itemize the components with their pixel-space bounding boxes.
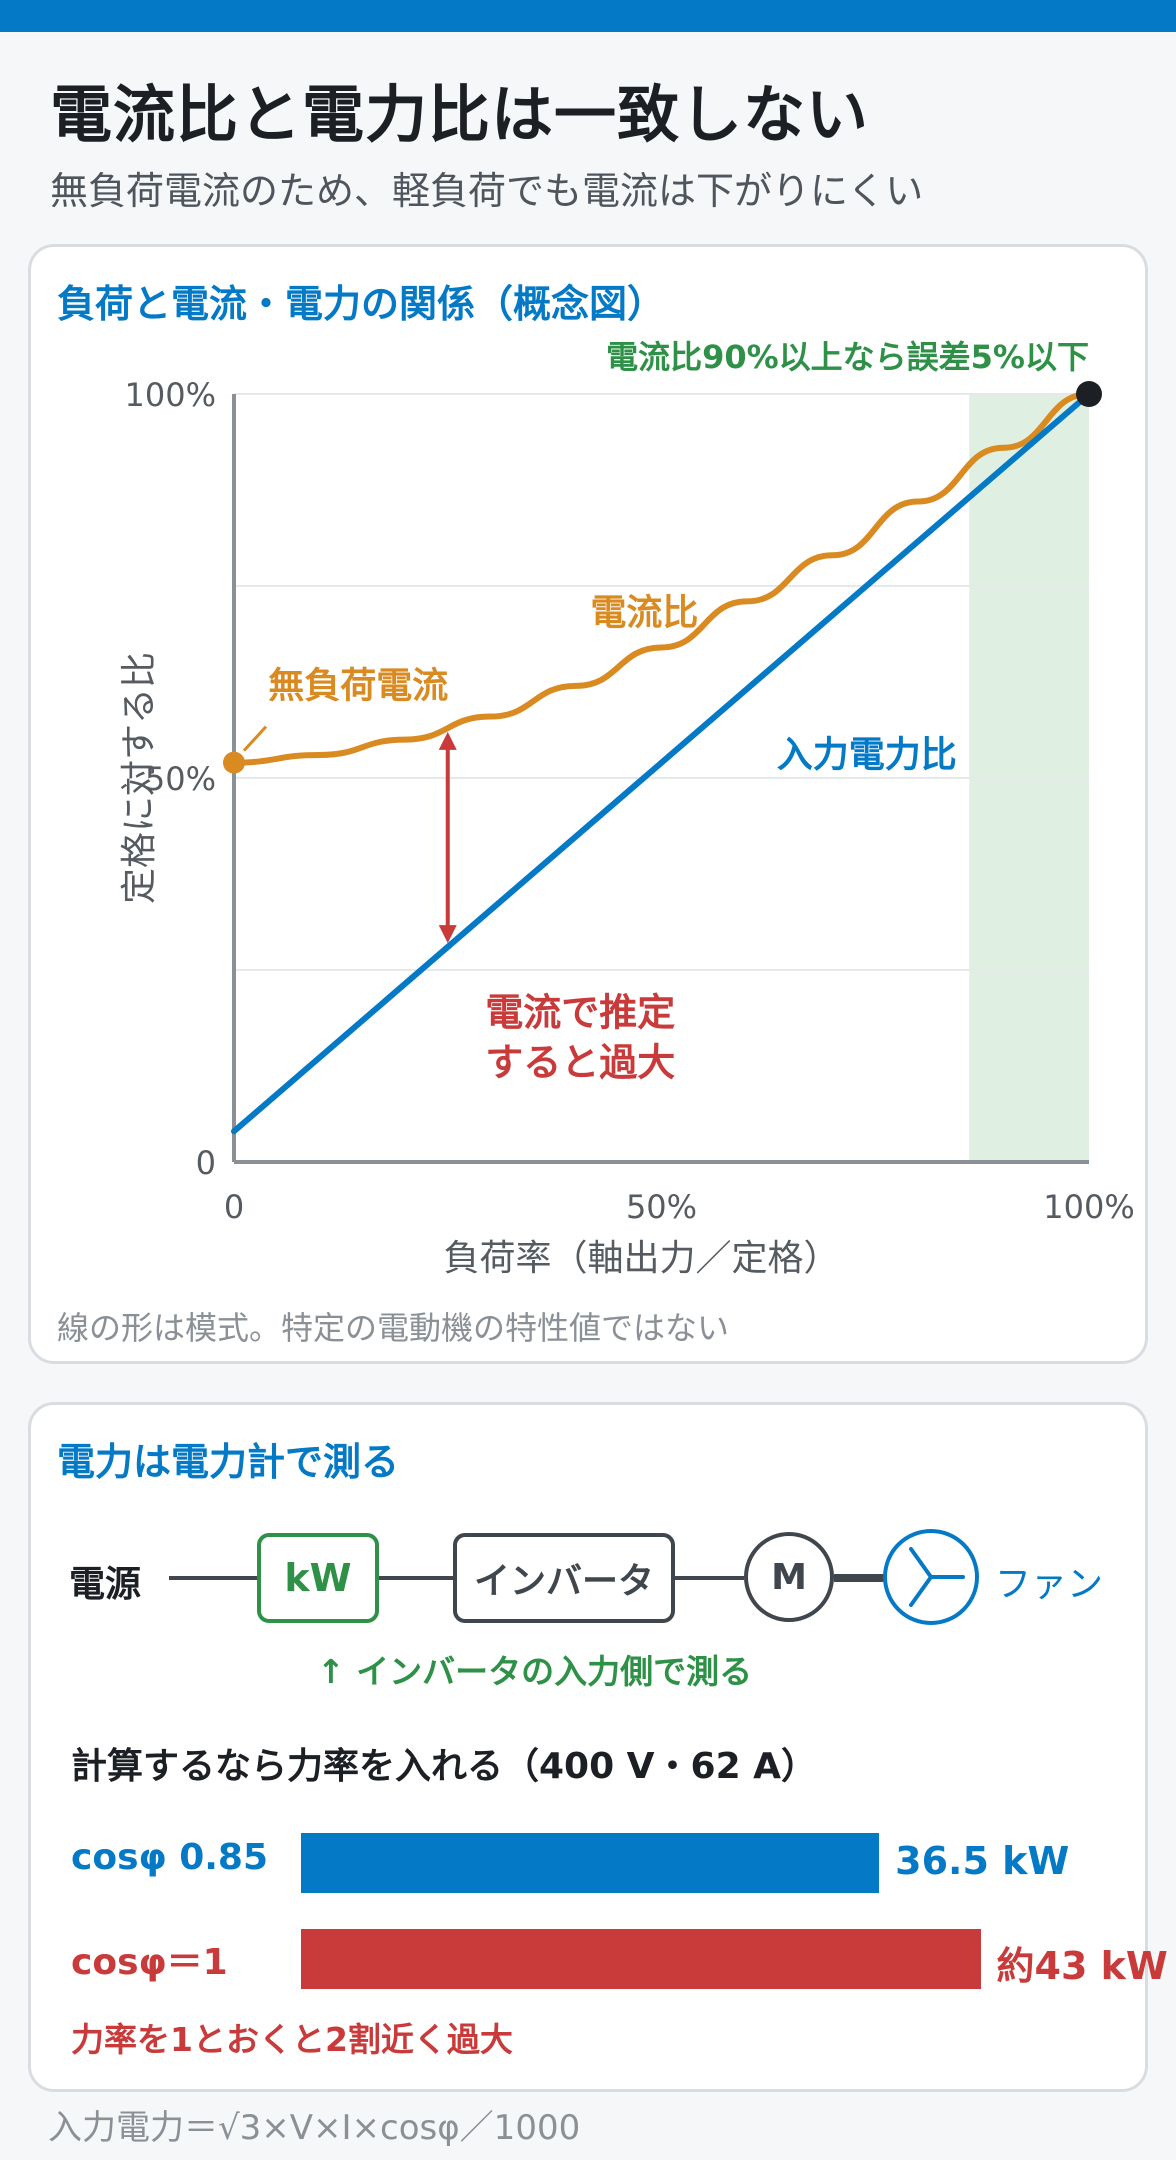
x-tick-label: 100% [1043, 1188, 1134, 1226]
no-load-current-marker [223, 751, 245, 774]
bar-value-pf1: 約43 kW [996, 1944, 1168, 1988]
power-source-label: 電源 [69, 1564, 142, 1605]
power-meter-box: kW [257, 1533, 379, 1623]
wire-source-meter [169, 1576, 257, 1580]
y-axis-label: 定格に対する比 [119, 652, 160, 904]
shaft-motor-fan [834, 1574, 884, 1582]
inverter-box: インバータ [453, 1533, 675, 1623]
motor-circle: M [744, 1532, 834, 1622]
rated-point-marker [1076, 381, 1102, 407]
overestimate-label: 電流で推定 [485, 990, 675, 1034]
bar-label-pf1: cosφ＝1 [71, 1942, 228, 1983]
fan-icon [883, 1529, 979, 1625]
y-tick-label: 50% [145, 760, 216, 798]
calculation-title: 計算するなら力率を入れる（400 V・62 A） [71, 1746, 818, 1787]
no-load-leader-line [242, 725, 268, 752]
bar-label-pf085: cosφ 0.85 [71, 1837, 269, 1878]
series-current-ratio [231, 391, 1092, 766]
no-load-current-label: 無負荷電流 [268, 665, 448, 706]
page-subtitle: 無負荷電流のため、軽負荷でも電流は下がりにくい [50, 169, 924, 213]
x-tick-label: 0 [224, 1188, 244, 1226]
wire-inverter-motor [675, 1576, 744, 1580]
chart-title: 負荷と電流・電力の関係（概念図） [57, 282, 666, 326]
y-tick-label: 100% [125, 376, 216, 414]
overestimate-label: すると過大 [485, 1040, 675, 1084]
series-input-power-ratio [231, 391, 1092, 1135]
series-label-current: 電流比 [590, 592, 698, 633]
x-axis-label: 負荷率（軸出力／定格） [443, 1238, 839, 1279]
load-current-power-chart: 0 50% 100% 0 50% 100% 負荷率（軸出力／定格） 定格に対する比 電流比入力電… [119, 338, 1135, 1279]
wire-meter-inverter [379, 1576, 453, 1580]
y-tick-label: 0 [196, 1144, 216, 1182]
highlight-zone-label: 電流比90%以上なら誤差5%以下 [606, 338, 1089, 376]
chart-note: 線の形は模式。特定の電動機の特性値ではない [57, 1309, 730, 1347]
fan-label: ファン [995, 1564, 1104, 1605]
series-label-power: 入力電力比 [777, 734, 957, 775]
bar-pf085 [301, 1833, 880, 1893]
measurement-title: 電力は電力計で測る [57, 1440, 400, 1484]
power-formula: 入力電力＝√3×V×I×cosφ／1000 [48, 2108, 581, 2148]
measure-point-note: ↑ インバータの入力側で測る [317, 1652, 753, 1691]
x-tick-label: 50% [626, 1188, 697, 1226]
bar-value-pf085: 36.5 kW [895, 1839, 1070, 1883]
bar-pf1 [301, 1929, 981, 1989]
top-accent-bar [0, 0, 1176, 32]
measurement-card: 電力は電力計で測る 電源 kW インバータ M ファン ↑ インバータの入力側で… [28, 1402, 1168, 2092]
power-factor-warning: 力率を1とおくと2割近く過大 [71, 2020, 513, 2059]
gap-arrow-head-top [438, 731, 457, 750]
page-title: 電流比と電力比は一致しない [50, 78, 870, 151]
chart-card: 負荷と電流・電力の関係（概念図） 0 50% 100% 0 50% 100% 負荷率（軸出力… [28, 244, 1148, 1364]
gap-arrow-head-bottom [438, 925, 457, 944]
